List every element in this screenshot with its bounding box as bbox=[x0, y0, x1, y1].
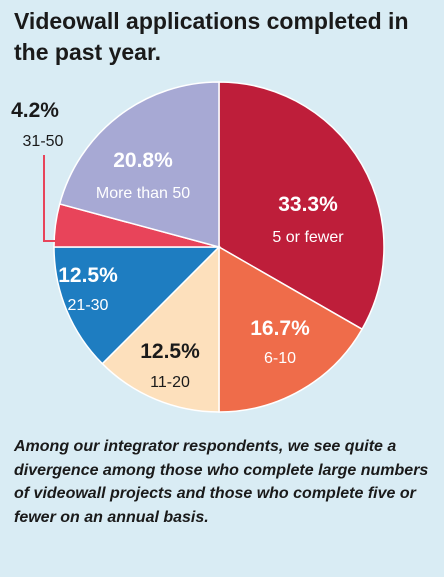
pie-slice-6-10 bbox=[218, 245, 364, 413]
slice-percent-label: 20.8% bbox=[113, 149, 173, 172]
slice-percent-label: 4.2% bbox=[11, 99, 59, 122]
chart-title: Videowall applications completed in the … bbox=[14, 8, 409, 65]
pie-slice-21-30 bbox=[53, 246, 221, 365]
pie-slice-more-than-50 bbox=[58, 81, 220, 248]
slice-category-label: 5 or fewer bbox=[272, 229, 344, 246]
pie-slice-11-20 bbox=[101, 245, 220, 413]
slice-category-label: 11-20 bbox=[150, 374, 190, 391]
chart-caption: Among our integrator respondents, we see… bbox=[14, 438, 429, 526]
slice-category-label: More than 50 bbox=[96, 185, 190, 202]
leader-line bbox=[43, 155, 56, 242]
slice-percent-label: 12.5% bbox=[58, 264, 118, 287]
slice-category-label: 6-10 bbox=[264, 350, 296, 367]
slice-percent-label: 12.5% bbox=[140, 340, 200, 363]
slice-percent-label: 33.3% bbox=[278, 193, 338, 216]
pie-slice-5-or-fewer bbox=[218, 81, 385, 331]
slice-category-label: 21-30 bbox=[68, 297, 109, 314]
slice-percent-label: 16.7% bbox=[250, 317, 310, 340]
slice-category-label: 31-50 bbox=[23, 133, 64, 150]
